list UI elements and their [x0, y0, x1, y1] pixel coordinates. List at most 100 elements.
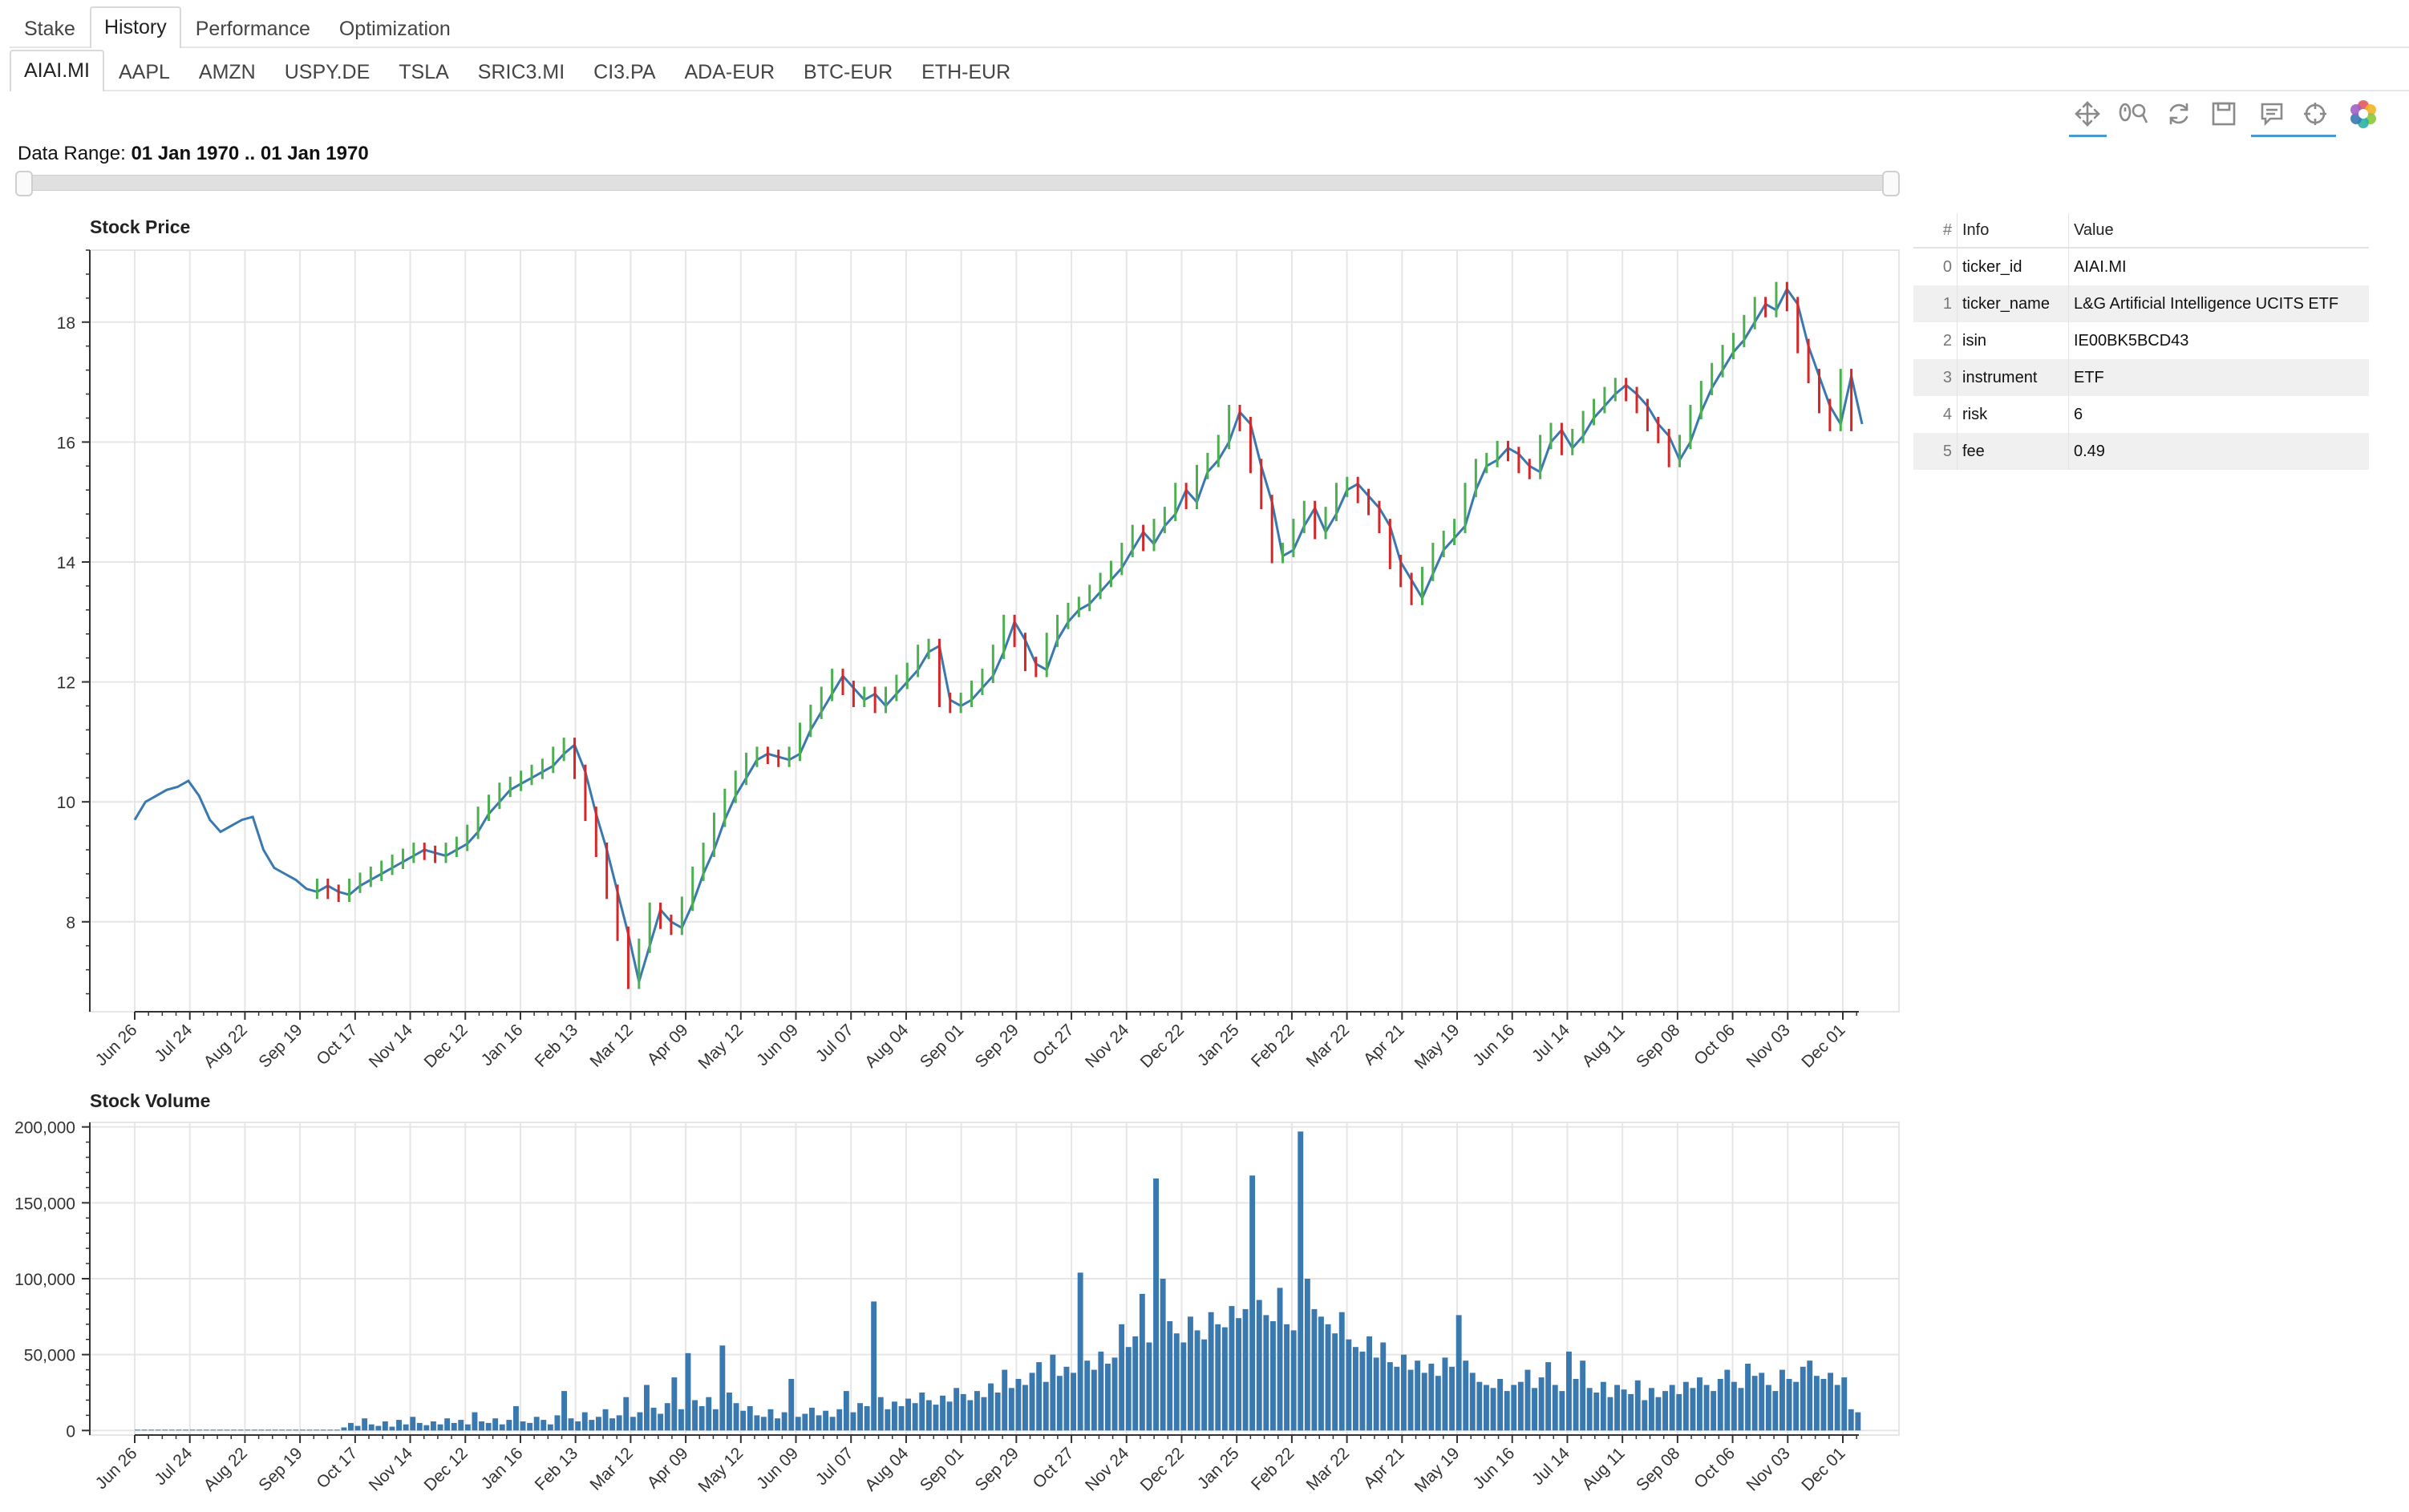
column-header-index[interactable]: #: [1913, 213, 1958, 249]
tab-ticker-sric3-mi[interactable]: SRIC3.MI: [477, 61, 565, 83]
volume-bar: [416, 1422, 423, 1431]
volume-bar: [1194, 1330, 1200, 1431]
volume-bar: [1649, 1388, 1654, 1431]
pan-tool[interactable]: [2069, 95, 2107, 137]
price-xtick-label: Jun 16: [1469, 1021, 1518, 1069]
tab-ticker-ci3-pa[interactable]: CI3.PA: [593, 61, 656, 83]
volume-bar: [802, 1413, 808, 1431]
price-xtick-label: Dec 12: [420, 1021, 471, 1071]
range-slider-start-handle[interactable]: [15, 171, 33, 196]
volume-bar: [698, 1406, 705, 1431]
volume-bar: [348, 1422, 354, 1431]
date-range-slider[interactable]: [15, 171, 1900, 196]
volume-bar: [1469, 1373, 1476, 1431]
volume-bar: [1043, 1381, 1049, 1431]
wheel-zoom-tool[interactable]: [2115, 95, 2152, 132]
volume-bar: [1655, 1397, 1662, 1431]
tab-ticker-aiai-mi[interactable]: AIAI.MI: [10, 50, 104, 91]
volume-bar: [864, 1406, 870, 1431]
volume-xtick-label: Jun 16: [1469, 1444, 1518, 1493]
price-xtick-label: Mar 12: [586, 1021, 636, 1070]
table-row[interactable]: 3 instrument ETF: [1913, 359, 2369, 396]
tab-ticker-aapl[interactable]: AAPL: [118, 61, 170, 83]
volume-bar: [285, 1429, 292, 1431]
volume-xtick-label: Dec 22: [1137, 1444, 1188, 1494]
tab-ticker-btc-eur[interactable]: BTC-EUR: [804, 61, 893, 83]
volume-bar: [1573, 1379, 1579, 1431]
tab-performance[interactable]: Performance: [195, 18, 310, 40]
column-header-info[interactable]: Info: [1957, 213, 2069, 249]
bokeh-logo[interactable]: [2344, 95, 2382, 132]
table-row[interactable]: 1 ticker_name L&G Artificial Intelligenc…: [1913, 285, 2369, 322]
volume-xtick-label: Sep 01: [917, 1444, 967, 1494]
volume-bar: [1711, 1391, 1717, 1431]
column-header-value[interactable]: Value: [2068, 213, 2369, 249]
volume-bar: [1600, 1381, 1606, 1431]
volume-xtick-label: Jul 14: [1528, 1444, 1573, 1489]
table-row[interactable]: 0 ticker_id AIAI.MI: [1913, 248, 2369, 285]
volume-bar: [155, 1429, 161, 1431]
tab-ticker-eth-eur[interactable]: ETH-EUR: [921, 61, 1011, 83]
volume-bar: [1325, 1324, 1331, 1431]
ticker-info-table: # Info Value 0 ticker_id AIAI.MI 1 ticke…: [1913, 213, 2369, 470]
range-slider-end-handle[interactable]: [1882, 171, 1900, 196]
volume-xtick-label: Feb 22: [1248, 1444, 1298, 1494]
volume-bar: [1091, 1369, 1097, 1431]
volume-bar: [1201, 1339, 1208, 1431]
volume-bar: [871, 1301, 877, 1431]
stock-volume-chart[interactable]: 0 50,000 100,000 150,000 200,000 Jun 26 Jul 24…: [0, 1114, 1909, 1512]
tab-ticker-ada-eur[interactable]: ADA-EUR: [684, 61, 775, 83]
volume-bar: [1559, 1391, 1565, 1431]
volume-xtick-label: May 12: [694, 1444, 747, 1496]
volume-bar: [1236, 1318, 1241, 1431]
volume-bar: [919, 1393, 925, 1431]
row-index: 1: [1913, 285, 1958, 322]
volume-xtick-label: Oct 27: [1030, 1444, 1078, 1492]
volume-bar: [196, 1429, 203, 1431]
volume-bar: [637, 1412, 643, 1431]
volume-bar: [609, 1418, 615, 1431]
volume-bar: [630, 1417, 636, 1431]
volume-bar: [836, 1409, 843, 1431]
volume-bar: [1188, 1316, 1193, 1431]
volume-xtick-label: Sep 29: [972, 1444, 1022, 1494]
row-value: 0.49: [2068, 433, 2369, 470]
volume-bar: [265, 1429, 271, 1431]
volume-bar: [1779, 1369, 1785, 1431]
price-chart-title: Stock Price: [90, 216, 191, 237]
volume-ytick-label: 100,000: [14, 1271, 75, 1289]
volume-xtick-label: Aug 22: [200, 1444, 251, 1494]
volume-bar: [1490, 1388, 1496, 1431]
volume-bar: [575, 1421, 581, 1431]
tab-optimization[interactable]: Optimization: [338, 18, 451, 40]
save-tool[interactable]: [2205, 95, 2243, 132]
volume-bar: [1676, 1393, 1682, 1431]
row-info: fee: [1957, 433, 2069, 470]
tab-ticker-tsla[interactable]: TSLA: [399, 61, 449, 83]
price-ytick-label: 8: [66, 914, 75, 932]
tab-ticker-uspy-de[interactable]: USPY.DE: [284, 61, 370, 83]
volume-bar: [857, 1403, 863, 1431]
stock-price-chart[interactable]: 8 10 12 14 16 18 Jun 26 Jul 24 Aug 22 Sep 19 Oct 1…: [0, 241, 1909, 1074]
tab-ticker-amzn[interactable]: AMZN: [198, 61, 256, 83]
volume-bar: [1532, 1388, 1537, 1431]
volume-bar: [1256, 1300, 1262, 1431]
volume-bar: [933, 1405, 939, 1431]
volume-bar: [1807, 1360, 1813, 1431]
volume-bar: [168, 1429, 175, 1431]
table-row[interactable]: 5 fee 0.49: [1913, 433, 2369, 470]
volume-bar: [1751, 1376, 1758, 1431]
price-ytick-label: 12: [57, 674, 75, 693]
volume-bar: [967, 1400, 974, 1431]
volume-bar: [1607, 1397, 1613, 1431]
tab-stake[interactable]: Stake: [24, 18, 75, 40]
volume-bar: [664, 1403, 670, 1431]
inspect-tools[interactable]: [2250, 95, 2337, 137]
volume-bar: [231, 1429, 237, 1431]
volume-xtick-label: Apr 21: [1360, 1444, 1408, 1492]
tab-history[interactable]: History: [89, 6, 181, 48]
table-row[interactable]: 2 isin IE00BK5BCD43: [1913, 322, 2369, 359]
volume-bar: [162, 1429, 168, 1431]
table-row[interactable]: 4 risk 6: [1913, 396, 2369, 433]
reset-tool[interactable]: [2160, 95, 2197, 132]
